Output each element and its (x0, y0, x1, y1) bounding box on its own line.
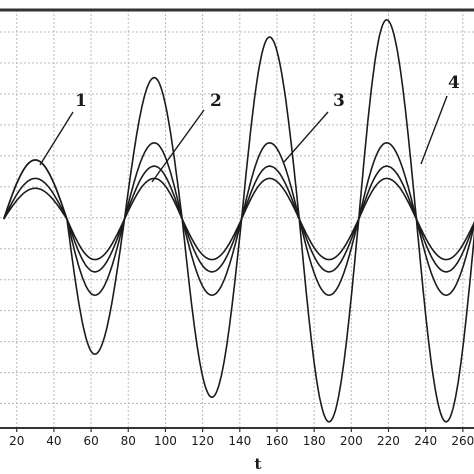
grid (0, 10, 474, 428)
x-tick-label: 100 (154, 434, 177, 448)
x-tick-label: 180 (303, 434, 326, 448)
x-tick-label: 200 (340, 434, 363, 448)
x-tick-labels: 20 40 60 80 100 120 140 160 180 200 220 240 260 (9, 434, 474, 448)
x-tick-label: 220 (377, 434, 400, 448)
x-tick-label: 40 (46, 434, 61, 448)
x-tick-label: 240 (414, 434, 437, 448)
leader-line-3 (283, 111, 329, 163)
x-tick-label: 60 (83, 434, 98, 448)
leader-line-1 (39, 111, 74, 166)
x-tick-label: 20 (9, 434, 24, 448)
series-line-4 (2, 18, 474, 423)
x-tick-label: 160 (266, 434, 289, 448)
x-tick-label: 120 (191, 434, 214, 448)
plot-frame (0, 8, 474, 432)
curve-label-2: 2 (210, 91, 222, 111)
leader-line-4 (420, 95, 448, 165)
curve-label-3: 3 (333, 91, 345, 111)
curve-label-4: 4 (448, 73, 460, 93)
x-axis-label: t (255, 455, 262, 473)
curve-label-1: 1 (75, 91, 87, 111)
annotation-leaders (39, 95, 448, 183)
series-layer (2, 18, 474, 423)
x-tick-label: 260 (451, 434, 474, 448)
x-tick-label: 140 (228, 434, 251, 448)
x-tick-label: 80 (121, 434, 136, 448)
leader-line-2 (151, 109, 205, 183)
